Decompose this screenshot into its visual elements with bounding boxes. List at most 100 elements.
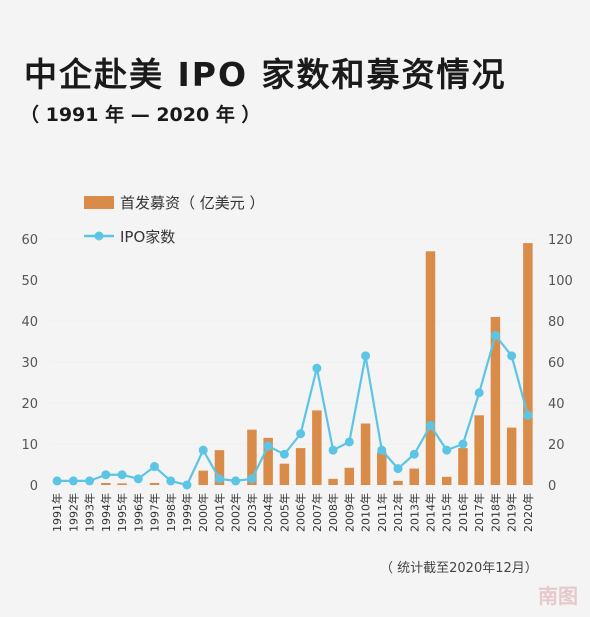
legend-bar-swatch (84, 196, 114, 209)
x-tick-label: 2010年 (359, 493, 373, 532)
line-point (474, 388, 484, 398)
bar (441, 476, 452, 485)
bar (490, 316, 501, 485)
left-y-axis: 0 10 20 30 40 50 60 (21, 233, 38, 494)
watermark-logo: 南图 (538, 584, 578, 608)
line-point (182, 480, 192, 490)
x-tick-label: 2013年 (407, 493, 421, 532)
bar (295, 448, 306, 485)
bar (360, 423, 371, 485)
x-tick-label: 1997年 (148, 493, 162, 532)
bar (344, 467, 355, 485)
bar (312, 410, 322, 485)
x-tick-label: 2003年 (245, 493, 259, 532)
line-point (312, 363, 322, 373)
line-point (425, 421, 435, 431)
line-point (52, 476, 62, 486)
bar (425, 251, 436, 485)
left-axis-tick-label: 30 (21, 356, 38, 371)
chart-legend: 首发募资（ 亿美元 ） IPO家数 (84, 194, 265, 246)
legend-line-marker (94, 231, 104, 241)
line-point (361, 351, 371, 361)
left-axis-tick-label: 50 (21, 274, 38, 289)
line-point (393, 464, 403, 474)
bar (279, 463, 290, 485)
x-tick-label: 2016年 (456, 493, 470, 532)
bar (198, 470, 208, 485)
bar (149, 482, 160, 485)
line-point (523, 410, 533, 420)
x-tick-label: 2000年 (196, 493, 210, 532)
x-tick-label: 1992年 (66, 493, 80, 532)
bar-series (101, 243, 533, 485)
bar (458, 448, 468, 485)
x-tick-label: 2008年 (326, 493, 340, 532)
line-point (409, 449, 419, 459)
line-point (198, 445, 208, 455)
line-point (507, 351, 517, 361)
bar (377, 452, 387, 485)
right-axis-tick-label: 80 (548, 315, 565, 330)
x-tick-label: 1991年 (50, 493, 64, 532)
left-axis-tick-label: 60 (21, 233, 38, 248)
right-axis-tick-label: 40 (548, 397, 565, 412)
right-axis-tick-label: 20 (548, 438, 565, 453)
bar (393, 480, 403, 485)
left-axis-tick-label: 0 (30, 479, 38, 494)
x-tick-label: 2020年 (521, 493, 535, 532)
x-tick-label: 1998年 (164, 493, 178, 532)
page-title: 中企赴美 IPO 家数和募资情况 (24, 55, 507, 94)
x-tick-label: 2017年 (472, 493, 486, 532)
x-axis: 1991年 1992年 1993年 1994年 1995年 1996年 1997年 1998年… (50, 493, 535, 532)
bar (523, 243, 533, 485)
right-axis-tick-label: 60 (548, 356, 565, 371)
x-tick-label: 2012年 (391, 493, 405, 532)
line-point (150, 462, 160, 472)
line-point (231, 476, 241, 486)
bar (328, 478, 338, 485)
bar (247, 429, 257, 485)
bar (474, 415, 484, 485)
line-point (247, 474, 257, 484)
x-tick-label: 2001年 (212, 493, 226, 532)
bar (101, 482, 111, 485)
line-point (328, 445, 338, 455)
grid (49, 238, 536, 486)
x-tick-label: 2019年 (505, 493, 519, 532)
line-point (279, 449, 289, 459)
line-point (263, 441, 273, 451)
x-tick-label: 2004年 (261, 493, 275, 532)
page-subtitle: （ 1991 年 — 2020 年 ） (20, 104, 261, 126)
line-point (344, 437, 354, 447)
line-point (101, 470, 111, 480)
x-tick-label: 1999年 (180, 493, 194, 532)
right-axis-tick-label: 0 (548, 479, 556, 494)
x-tick-label: 1996年 (131, 493, 145, 532)
x-tick-label: 2015年 (440, 493, 454, 532)
x-tick-label: 2005年 (277, 493, 291, 532)
footnote: （ 统计截至2020年12月） (380, 561, 538, 576)
ipo-count-line (57, 334, 529, 487)
x-tick-label: 2014年 (423, 493, 437, 532)
x-tick-label: 2018年 (488, 493, 502, 532)
x-tick-label: 2002年 (229, 493, 243, 532)
line-point (214, 474, 224, 484)
x-tick-label: 2006年 (294, 493, 308, 532)
line-point (133, 474, 143, 484)
legend-bar-label: 首发募资（ 亿美元 ） (120, 194, 265, 212)
line-point (85, 476, 95, 486)
x-tick-label: 2011年 (375, 493, 389, 532)
line-series (52, 330, 533, 490)
left-axis-tick-label: 20 (21, 397, 38, 412)
line-point (377, 445, 387, 455)
right-axis-tick-label: 120 (548, 233, 573, 248)
line-point (296, 429, 306, 439)
line-point (490, 330, 500, 340)
line-point (68, 476, 78, 486)
line-point (117, 470, 127, 480)
bar (409, 468, 419, 485)
bar (214, 450, 225, 485)
x-tick-label: 2007年 (310, 493, 324, 532)
